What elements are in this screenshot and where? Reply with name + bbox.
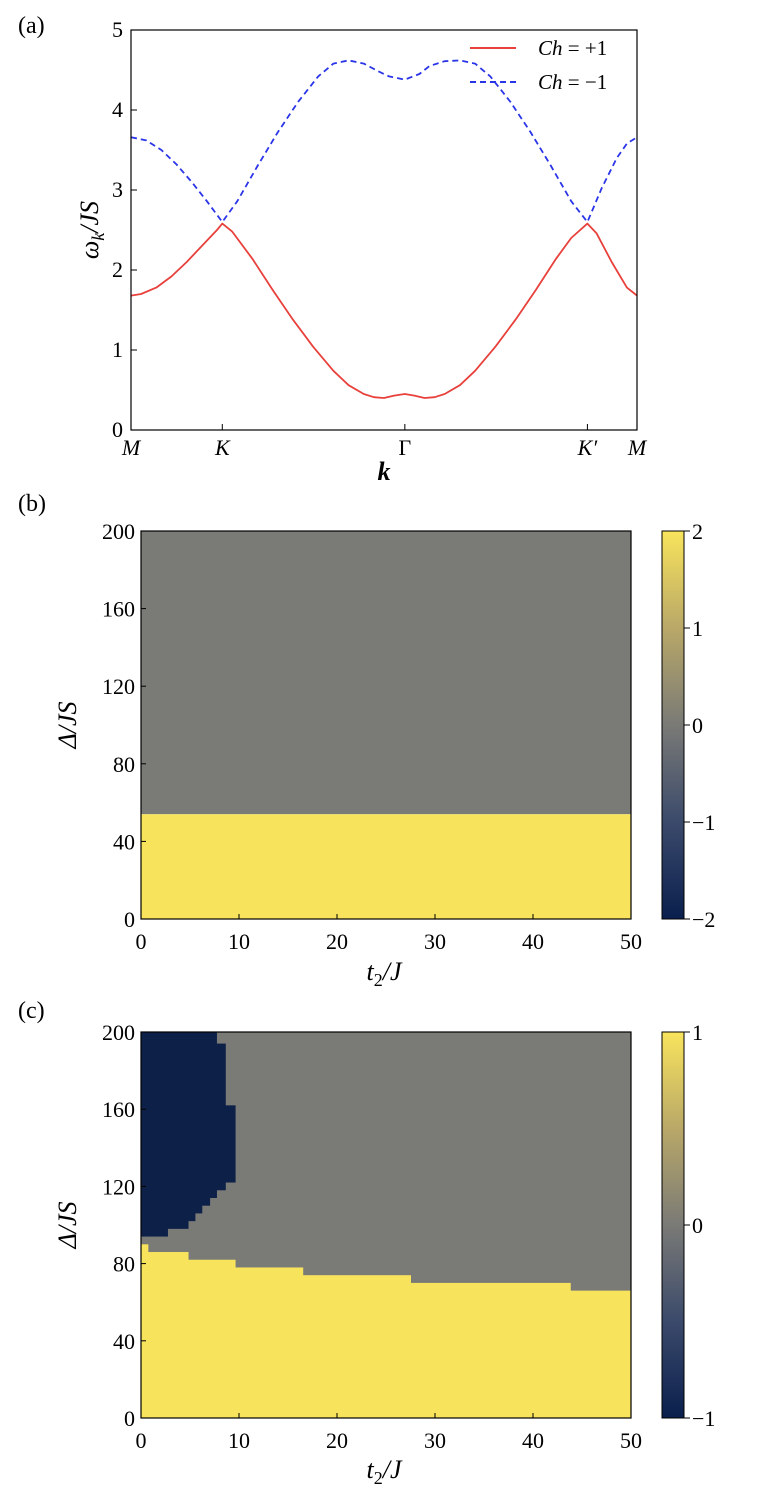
y-tick-label-c: 160 bbox=[102, 1097, 135, 1122]
colorbar-tick-label-c: 1 bbox=[692, 1020, 703, 1045]
region-chern-minus1 bbox=[225, 1105, 236, 1183]
y-label-rest: /JS bbox=[75, 201, 104, 235]
x-tick-label-b: 0 bbox=[136, 929, 147, 954]
region-chern-2 bbox=[141, 814, 631, 919]
plot-frame-c bbox=[140, 1031, 632, 1419]
panel-label-a: (a) bbox=[18, 13, 45, 39]
x-tick-label-a: M bbox=[121, 435, 142, 460]
y-tick-label-a: 2 bbox=[112, 257, 123, 282]
y-tick-label-a: 0 bbox=[112, 417, 123, 442]
x-tick-label-b: 10 bbox=[228, 929, 250, 954]
region-chern-plus1 bbox=[147, 1252, 189, 1418]
colorbar-c bbox=[661, 1031, 685, 1419]
x-tick-label-c: 0 bbox=[136, 1428, 147, 1453]
y-tick-label-b: 40 bbox=[113, 829, 135, 854]
y-ticks-a: 0 1 2 3 4 5 bbox=[112, 17, 137, 442]
x-tick-label-c: 30 bbox=[424, 1428, 446, 1453]
y-axis-label-a: ωk/JS bbox=[75, 201, 108, 259]
region-chern-0 bbox=[141, 531, 631, 815]
colorbar-tick-label-b: 1 bbox=[692, 616, 703, 641]
y-tick-label-b: 160 bbox=[102, 597, 135, 622]
heatmap-cells-b bbox=[141, 531, 631, 919]
legend-label-ch-plus: Ch = +1 bbox=[538, 36, 607, 60]
x-tick-label-c: 10 bbox=[228, 1428, 250, 1453]
x-tick-label-c: 40 bbox=[522, 1428, 544, 1453]
y-tick-label-a: 3 bbox=[112, 177, 123, 202]
x-axis-label-b: t2/J bbox=[367, 957, 403, 990]
colorbar-tick-label-c: 0 bbox=[692, 1213, 703, 1238]
region-chern-minus1 bbox=[201, 1032, 211, 1206]
x-tick-label-a: M bbox=[627, 435, 648, 460]
y-tick-label-b: 0 bbox=[124, 907, 135, 932]
x-axis-label-a: k bbox=[378, 457, 391, 486]
y-axis-label-b: Δ/JS bbox=[53, 701, 82, 749]
y-tick-label-a: 1 bbox=[112, 337, 123, 362]
y-axis-label-c: Δ/JS bbox=[53, 1201, 82, 1249]
y-tick-label-b: 200 bbox=[102, 519, 135, 544]
y-tick-label-a: 5 bbox=[112, 17, 123, 42]
y-tick-label-c: 120 bbox=[102, 1174, 135, 1199]
region-chern-plus1 bbox=[302, 1275, 411, 1418]
y-tick-label-c: 80 bbox=[113, 1252, 135, 1277]
y-tick-label-b: 80 bbox=[113, 752, 135, 777]
colorbar-tick-label-b: −2 bbox=[692, 907, 715, 932]
region-chern-minus1 bbox=[209, 1032, 217, 1198]
region-chern-plus1 bbox=[570, 1290, 632, 1418]
y-tick-label-c: 0 bbox=[124, 1406, 135, 1431]
plot-frame-b bbox=[140, 530, 632, 920]
colorbar-tick-label-b: 0 bbox=[692, 713, 703, 738]
x-axis-label-c: t2/J bbox=[367, 1455, 403, 1488]
region-chern-minus1 bbox=[141, 1032, 149, 1237]
series-line-ch-minus bbox=[130, 59, 638, 223]
region-chern-minus1 bbox=[216, 1043, 226, 1191]
y-ticks-c: 0 40 80 120 160 200 bbox=[102, 1020, 146, 1431]
x-tick-label-c: 50 bbox=[620, 1428, 642, 1453]
region-chern-minus1 bbox=[194, 1032, 203, 1214]
plot-frame-a bbox=[130, 29, 638, 431]
x-tick-label-b: 30 bbox=[424, 929, 446, 954]
y-tick-label-a: 4 bbox=[112, 97, 123, 122]
colorbar-tick-label-b: 2 bbox=[692, 519, 703, 544]
x-tick-label-b: 20 bbox=[326, 929, 348, 954]
band-lines bbox=[130, 59, 638, 399]
region-chern-minus1 bbox=[188, 1032, 196, 1222]
region-chern-plus1 bbox=[188, 1259, 236, 1418]
heatmap-cells-c bbox=[141, 1032, 632, 1418]
y-label-sub: k bbox=[88, 232, 108, 241]
y-tick-label-c: 200 bbox=[102, 1020, 135, 1045]
series-line-ch-plus bbox=[130, 222, 638, 399]
region-chern-plus1 bbox=[141, 1244, 149, 1418]
legend-label-ch-minus: Ch = −1 bbox=[538, 70, 607, 94]
y-tick-label-b: 120 bbox=[102, 674, 135, 699]
colorbar-b bbox=[661, 530, 685, 920]
colorbar-ticks-b: 2 1 0 −1 −2 bbox=[684, 519, 715, 932]
colorbar-ticks-c: 1 0 −1 bbox=[684, 1020, 715, 1431]
panel-label-b: (b) bbox=[18, 491, 46, 517]
region-chern-minus1 bbox=[147, 1032, 168, 1237]
y-tick-label-c: 40 bbox=[113, 1329, 135, 1354]
region-chern-plus1 bbox=[235, 1267, 304, 1418]
x-ticks-a: M K Γ K′ M bbox=[121, 424, 648, 460]
x-tick-label-a: K bbox=[214, 435, 231, 460]
y-ticks-b: 0 40 80 120 160 200 bbox=[102, 519, 146, 932]
x-tick-label-c: 20 bbox=[326, 1428, 348, 1453]
region-chern-minus1 bbox=[167, 1032, 189, 1229]
colorbar-tick-label-c: −1 bbox=[692, 1406, 715, 1431]
x-tick-label-b: 40 bbox=[522, 929, 544, 954]
y-label-omega: ω bbox=[75, 241, 104, 259]
x-tick-label-b: 50 bbox=[620, 929, 642, 954]
colorbar-tick-label-b: −1 bbox=[692, 810, 715, 835]
x-tick-label-a: Γ bbox=[398, 435, 411, 460]
legend-a: Ch = +1 Ch = −1 bbox=[470, 36, 607, 94]
panel-label-c: (c) bbox=[18, 998, 45, 1024]
region-chern-plus1 bbox=[410, 1282, 571, 1418]
x-ticks-c: 0 10 20 30 40 50 bbox=[136, 1413, 642, 1453]
x-ticks-b: 0 10 20 30 40 50 bbox=[136, 914, 642, 954]
x-tick-label-a: K′ bbox=[577, 435, 599, 460]
